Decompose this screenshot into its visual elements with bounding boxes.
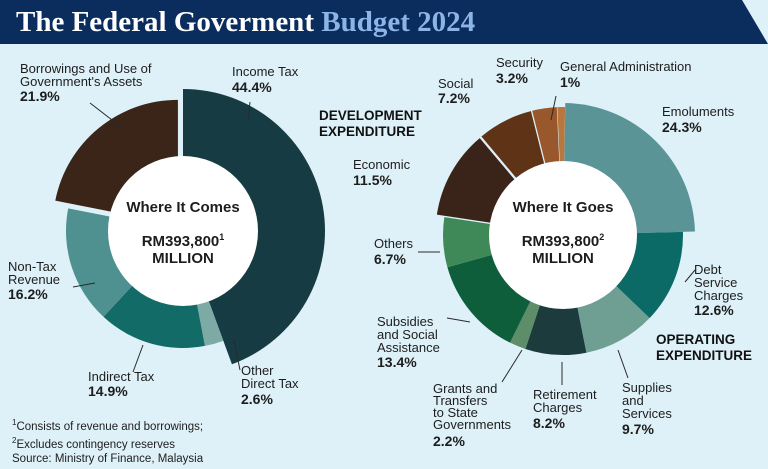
footnotes: 1Consists of revenue and borrowings; 2Ex…: [12, 416, 203, 466]
leader-line-supplies: [617, 349, 629, 379]
section-development-expenditure: DEVELOPMENT EXPENDITURE: [319, 108, 423, 139]
expenditure-donut-hole: [489, 161, 637, 309]
leader-line-general-admin: [550, 95, 557, 121]
footnote-1-text: Consists of revenue and borrowings;: [16, 420, 204, 433]
pct-borrowings: 21.9%: [20, 88, 60, 104]
label-general-admin: General Administration: [560, 59, 692, 74]
leader-line-indirect-tax: [132, 344, 144, 373]
pct-economic: 11.5%: [353, 172, 392, 188]
pct-security: 3.2%: [496, 70, 528, 86]
label-debt-service: Debt Service Charges: [694, 262, 744, 303]
label-subsidies: Subsidies and Social Assistance: [377, 314, 440, 355]
revenue-total-unit: MILLION: [152, 250, 214, 267]
leader-line-non-tax: [72, 282, 96, 288]
label-indirect-tax: Indirect Tax: [88, 369, 155, 384]
label-supplies-line1: Supplies: [622, 380, 672, 395]
label-debt-line3: Charges: [694, 288, 744, 303]
label-emoluments: Emoluments: [662, 104, 735, 119]
leader-line-debt-service: [684, 269, 696, 283]
pct-social: 7.2%: [438, 90, 470, 106]
label-borrowings: Borrowings and Use of Government's Assets: [20, 61, 152, 89]
label-other-direct-tax: Other Direct Tax: [241, 363, 299, 391]
label-economic: Economic: [353, 157, 411, 172]
revenue-total-value: RM393,800: [142, 233, 220, 250]
footnote-1-mark: 1: [12, 418, 17, 427]
title-banner-shape: [0, 0, 768, 44]
label-retirement: Retirement Charges: [533, 387, 597, 415]
label-subsidies-line3: Assistance: [377, 340, 440, 355]
label-social: Social: [438, 76, 474, 91]
pct-debt-service: 12.6%: [694, 302, 734, 318]
pct-other-direct-tax: 2.6%: [241, 391, 273, 407]
label-borrowings-line1: Borrowings and Use of: [20, 61, 152, 76]
section-operating-expenditure: OPERATING EXPENDITURE: [656, 332, 752, 363]
expenditure-chart-title: Where It Goes: [513, 199, 614, 216]
revenue-total-footnote: 1: [219, 232, 224, 242]
section-operating-line1: OPERATING: [656, 332, 735, 347]
pct-grants: 2.2%: [433, 433, 465, 449]
pct-subsidies: 13.4%: [377, 354, 417, 370]
footnote-1: 1Consists of revenue and borrowings;: [12, 416, 203, 434]
expenditure-total-footnote: 2: [599, 232, 604, 242]
label-income-tax: Income Tax: [232, 64, 299, 79]
label-security: Security: [496, 55, 543, 70]
label-debt-line1: Debt: [694, 262, 722, 277]
revenue-chart-title: Where It Comes: [126, 199, 239, 216]
revenue-total: RM393,8001: [142, 232, 225, 250]
page-title: The Federal Goverment Budget 2024: [16, 3, 475, 41]
label-retirement-line2: Charges: [533, 400, 583, 415]
pct-general-admin: 1%: [560, 74, 581, 90]
label-non-tax-line1: Non-Tax: [8, 259, 57, 274]
expenditure-total-unit: MILLION: [532, 250, 594, 267]
title-banner: [0, 0, 768, 44]
label-subsidies-line1: Subsidies: [377, 314, 434, 329]
expenditure-total: RM393,8002: [522, 232, 605, 250]
pct-supplies: 9.7%: [622, 421, 654, 437]
title-main: The Federal Goverment: [16, 6, 314, 38]
label-other-direct-tax-line2: Direct Tax: [241, 376, 299, 391]
label-other-direct-tax-line1: Other: [241, 363, 274, 378]
leader-line-other-direct-tax: [233, 339, 241, 371]
leader-line-borrowings: [89, 102, 126, 131]
footnote-2-mark: 2: [12, 435, 17, 445]
footnote-2-text: Excludes contingency reserves: [16, 438, 175, 451]
leader-line-subsidies: [446, 317, 471, 323]
label-retirement-line1: Retirement: [533, 387, 597, 402]
footnote-2: 2Excludes contingency reserves: [12, 434, 203, 452]
label-grants-line2: Transfers: [433, 393, 488, 408]
pct-emoluments: 24.3%: [662, 119, 702, 135]
label-non-tax: Non-Tax Revenue: [8, 259, 60, 287]
label-grants-line3: to State: [433, 405, 478, 420]
pct-non-tax: 16.2%: [8, 286, 48, 302]
pct-retirement: 8.2%: [533, 415, 565, 431]
label-subsidies-line2: and Social: [377, 327, 438, 342]
label-borrowings-line2: Government's Assets: [20, 74, 143, 89]
label-grants-line4: Governments: [433, 417, 512, 432]
section-development-line1: DEVELOPMENT: [319, 108, 423, 123]
pct-income-tax: 44.4%: [232, 79, 272, 95]
label-supplies-line3: Services: [622, 406, 672, 421]
label-debt-line2: Service: [694, 275, 737, 290]
leader-line-income-tax: [247, 101, 251, 121]
label-grants-line1: Grants and: [433, 381, 497, 396]
label-others: Others: [374, 236, 414, 251]
section-operating-line2: EXPENDITURE: [656, 348, 752, 363]
title-highlight: Budget 2024: [321, 6, 476, 38]
label-non-tax-line2: Revenue: [8, 272, 60, 287]
section-development-line2: EXPENDITURE: [319, 124, 415, 139]
source-note: Source: Ministry of Finance, Malaysia: [12, 452, 204, 465]
leader-line-grants: [501, 349, 523, 383]
label-grants: Grants and Transfers to State Governments: [433, 381, 512, 432]
pct-others: 6.7%: [374, 251, 406, 267]
expenditure-total-value: RM393,800: [522, 233, 600, 250]
revenue-donut-hole: [108, 156, 258, 306]
pct-indirect-tax: 14.9%: [88, 383, 128, 399]
label-supplies-line2: and: [622, 393, 644, 408]
label-supplies: Supplies and Services: [622, 380, 672, 421]
